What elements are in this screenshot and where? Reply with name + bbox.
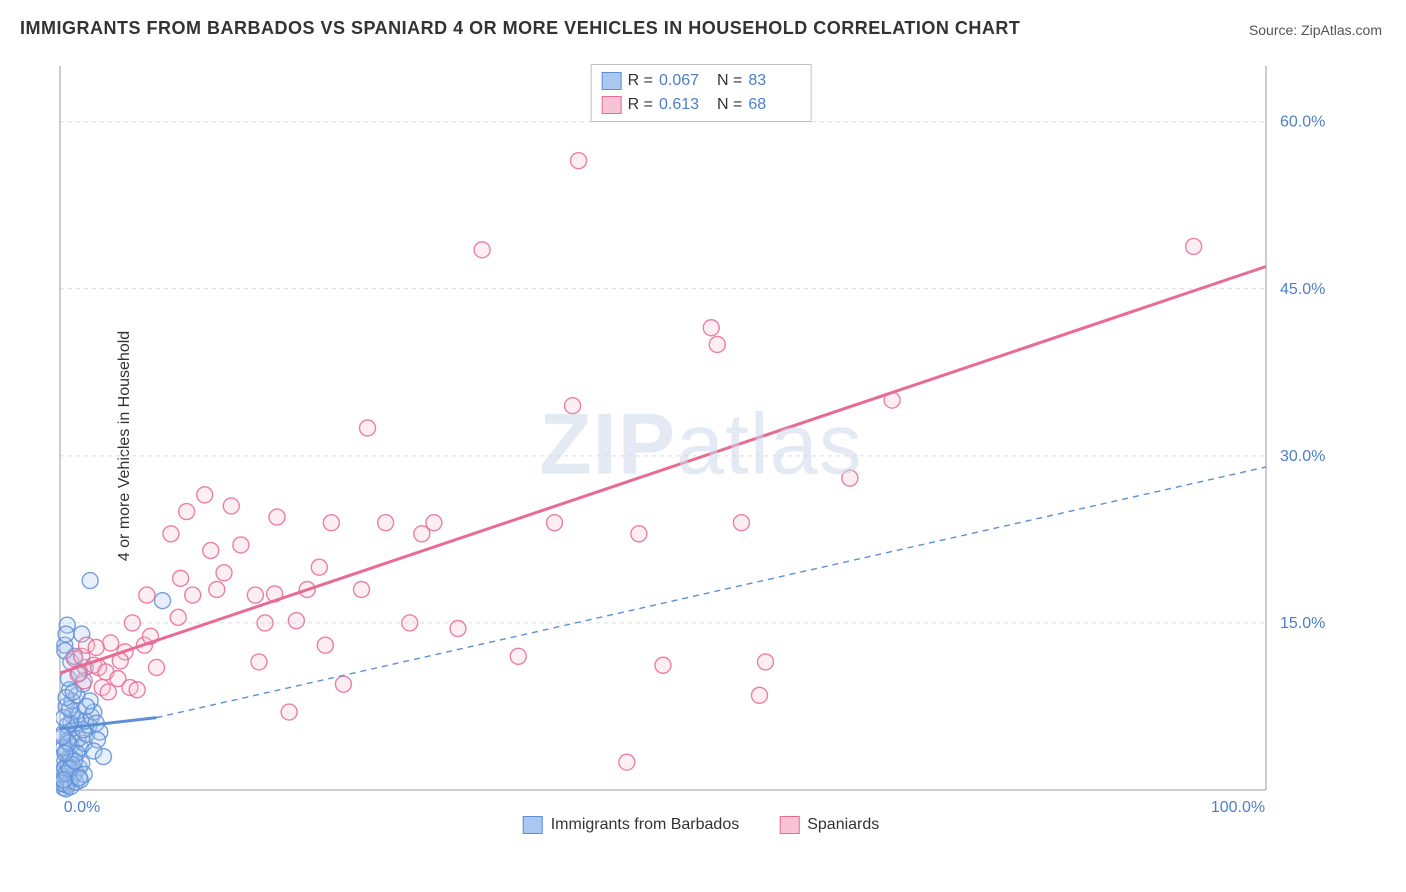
swatch-series-1 (602, 96, 622, 114)
svg-text:45.0%: 45.0% (1280, 281, 1325, 298)
stat-row: R = 0.067 N = 83 (602, 69, 801, 93)
r-value-0: 0.067 (659, 69, 711, 93)
bottom-legend: Immigrants from Barbados Spaniards (523, 816, 880, 834)
n-value-1: 68 (748, 93, 800, 117)
scatter-chart: 15.0% 30.0% 45.0% 60.0% 0.0% 100.0% (56, 60, 1346, 840)
r-label: R = (628, 69, 653, 93)
legend-item: Immigrants from Barbados (523, 816, 740, 834)
plot-area: ZIPatlas R = 0.067 N = 83 R = 0.613 N = … (56, 60, 1346, 840)
chart-title: IMMIGRANTS FROM BARBADOS VS SPANIARD 4 O… (20, 18, 1020, 39)
n-value-0: 83 (748, 69, 800, 93)
svg-text:0.0%: 0.0% (64, 799, 100, 816)
svg-text:30.0%: 30.0% (1280, 448, 1325, 465)
swatch-series-0 (602, 72, 622, 90)
swatch-series-1 (779, 816, 799, 834)
svg-text:60.0%: 60.0% (1280, 114, 1325, 131)
swatch-series-0 (523, 816, 543, 834)
legend-label-1: Spaniards (807, 816, 879, 834)
stat-legend: R = 0.067 N = 83 R = 0.613 N = 68 (591, 64, 812, 122)
source-prefix: Source: (1249, 22, 1301, 38)
legend-label-0: Immigrants from Barbados (551, 816, 740, 834)
r-label: R = (628, 93, 653, 117)
n-label: N = (717, 93, 742, 117)
n-label: N = (717, 69, 742, 93)
source-label: Source: ZipAtlas.com (1249, 22, 1382, 38)
stat-row: R = 0.613 N = 68 (602, 93, 801, 117)
source-name: ZipAtlas.com (1301, 22, 1382, 38)
r-value-1: 0.613 (659, 93, 711, 117)
svg-text:15.0%: 15.0% (1280, 615, 1325, 632)
legend-item: Spaniards (779, 816, 879, 834)
svg-text:100.0%: 100.0% (1211, 799, 1265, 816)
